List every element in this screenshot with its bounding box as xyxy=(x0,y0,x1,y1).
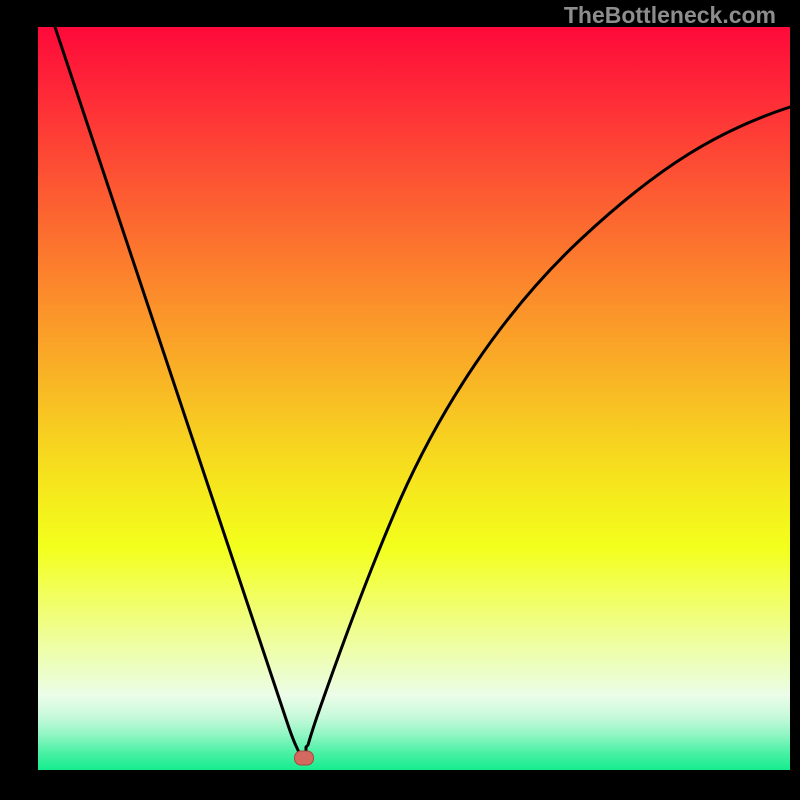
curve-layer xyxy=(0,0,800,800)
watermark-text: TheBottleneck.com xyxy=(564,2,776,29)
bottleneck-curve xyxy=(55,27,790,758)
chart-container: TheBottleneck.com xyxy=(0,0,800,800)
minimum-marker xyxy=(294,751,314,766)
